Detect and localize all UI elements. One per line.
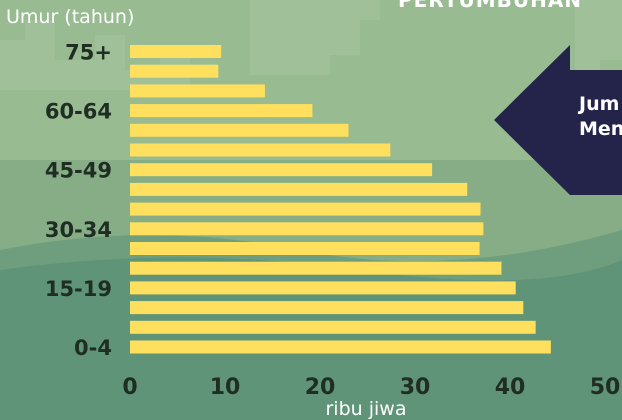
y-tick-label: 75+ xyxy=(65,41,112,65)
callout-line-2: Men xyxy=(579,118,622,140)
x-tick-label: 10 xyxy=(210,375,241,400)
callout-line-1: Jum xyxy=(579,93,620,115)
bar-5-9 xyxy=(130,320,536,334)
bar-35-39 xyxy=(130,202,481,216)
y-tick-label: 15-19 xyxy=(45,277,112,301)
y-tick-label: 45-49 xyxy=(45,159,112,183)
bar-series xyxy=(130,45,551,354)
page-heading: PERTUMBUHAN xyxy=(398,0,583,12)
y-tick-label: 60-64 xyxy=(45,100,112,124)
bar-40-44 xyxy=(130,182,468,196)
callout-text: Jum Men xyxy=(579,92,622,142)
bar-55-59 xyxy=(130,123,349,137)
bar-70-74 xyxy=(130,64,219,78)
x-tick-label: 40 xyxy=(495,375,526,400)
bar-75+ xyxy=(130,45,222,58)
bar-0-4 xyxy=(130,340,551,354)
y-tick-label: 30-34 xyxy=(45,218,112,242)
y-axis-title: Umur (tahun) xyxy=(6,6,135,28)
x-tick-label: 20 xyxy=(305,375,336,400)
x-tick-labels: 0 10 20 30 40 50 xyxy=(122,375,620,400)
x-tick-label: 0 xyxy=(122,375,137,400)
bar-30-34 xyxy=(130,222,484,236)
bar-20-24 xyxy=(130,261,502,275)
x-tick-label: 30 xyxy=(400,375,431,400)
bar-65-69 xyxy=(130,84,265,98)
bar-50-54 xyxy=(130,143,391,157)
x-axis-title: ribu jiwa xyxy=(325,398,407,420)
y-tick-labels: 75+ 60-64 45-49 30-34 15-19 0-4 xyxy=(45,41,112,361)
bar-45-49 xyxy=(130,163,433,177)
bar-15-19 xyxy=(130,281,516,295)
callout-arrow xyxy=(494,45,622,195)
x-tick-label: 50 xyxy=(590,375,621,400)
bar-25-29 xyxy=(130,242,480,255)
bar-10-14 xyxy=(130,301,524,315)
bar-60-64 xyxy=(130,104,313,118)
y-tick-label: 0-4 xyxy=(74,336,112,360)
